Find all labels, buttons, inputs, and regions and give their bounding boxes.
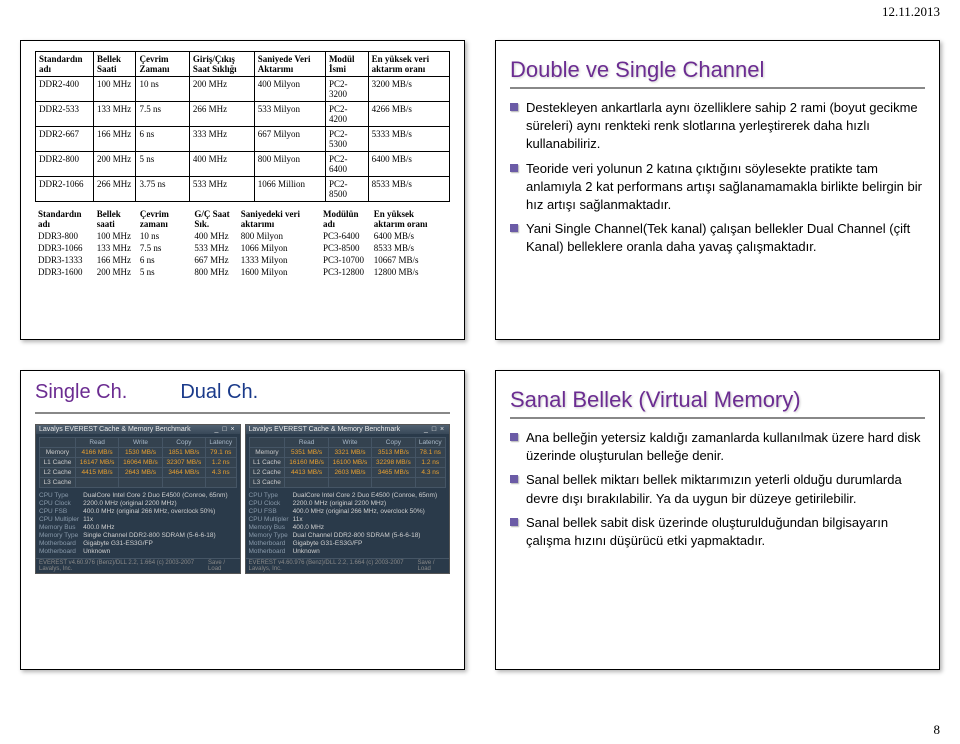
everest-screenshots: Lavalys EVEREST Cache & Memory Benchmark… [35,424,450,574]
maximize-icon[interactable]: □ [430,426,438,433]
maximize-icon[interactable]: □ [221,426,229,433]
bullet-item: Sanal bellek miktarı bellek miktarımızın… [510,471,925,507]
table-header-row: Standardın adıBellek saatiÇevrim zamanıG… [35,208,450,230]
single-ch-label: Single Ch. [35,381,127,403]
ddr2-table: Standardın adı Bellek Saati Çevrim Zaman… [35,51,450,202]
page-number: 8 [934,722,941,738]
table-row: DDR2-1066266 MHz3.75 ns533 MHz1066 Milli… [36,177,450,202]
table-row: DDR2-667166 MHz6 ns333 MHz667 MilyonPC2-… [36,127,450,152]
bullet-item: Teoride veri yolunun 2 katına çıktığını … [510,160,925,215]
cache-table-single: ReadWriteCopyLatency Memory4166 MB/s1530… [39,437,237,488]
bullet-item: Ana belleğin yetersiz kaldığı zamanlarda… [510,429,925,465]
table-row: DDR3-1066133 MHz7.5 ns533 MHz1066 Milyon… [35,242,450,254]
slide-memory-tables: Standardın adı Bellek Saati Çevrim Zaman… [20,40,465,340]
bullet-list: Destekleyen ankartlarla aynı özelliklere… [510,99,925,257]
dual-ch-label: Dual Ch. [180,381,258,403]
bullet-item: Sanal bellek sabit disk üzerinde oluştur… [510,514,925,550]
window-titlebar: Lavalys EVEREST Cache & Memory Benchmark… [36,425,240,434]
window-controls: _□× [213,426,237,433]
page-date: 12.11.2013 [882,4,940,20]
window-title-text: Lavalys EVEREST Cache & Memory Benchmark [249,426,401,433]
table-row: DDR2-400100 MHz10 ns200 MHz400 MilyonPC2… [36,77,450,102]
cache-table-dual: ReadWriteCopyLatency Memory5351 MB/s3321… [249,437,447,488]
footer-text: EVEREST v4.60.976 (Benz)/DLL 2.2, 1.664 … [39,560,208,572]
window-titlebar: Lavalys EVEREST Cache & Memory Benchmark… [246,425,450,434]
channel-titles: Single Ch. Dual Ch. [35,381,450,404]
th: Modül İsmi [325,52,368,77]
bullet-item: Yani Single Channel(Tek kanal) çalışan b… [510,220,925,256]
th: Standardın adı [36,52,94,77]
close-icon[interactable]: × [438,426,446,433]
table-row: DDR2-533133 MHz7.5 ns266 MHz533 MilyonPC… [36,102,450,127]
save-load-button[interactable]: Save / Load [418,560,446,572]
th: Bellek Saati [94,52,136,77]
save-load-button[interactable]: Save / Load [208,560,236,572]
th: Çevrim Zamanı [136,52,189,77]
bullet-list: Ana belleğin yetersiz kaldığı zamanlarda… [510,429,925,550]
th: Saniyede Veri Aktarımı [254,52,325,77]
everest-footer: EVEREST v4.60.976 (Benz)/DLL 2.2, 1.664 … [246,558,450,573]
title-underline [510,87,925,89]
th: En yüksek veri aktarım oranı [368,52,449,77]
title-underline [510,417,925,419]
table-row: DDR3-800100 MHz10 ns400 MHz800 MilyonPC3… [35,230,450,242]
ddr3-table: Standardın adıBellek saatiÇevrim zamanıG… [35,208,450,278]
minimize-icon[interactable]: _ [422,426,430,433]
th: Giriş/Çıkış Saat Sıklığı [189,52,254,77]
table-header-row: Standardın adı Bellek Saati Çevrim Zaman… [36,52,450,77]
minimize-icon[interactable]: _ [213,426,221,433]
window-controls: _□× [422,426,446,433]
title-underline [35,412,450,414]
slide-channel-benchmark: Single Ch. Dual Ch. Lavalys EVEREST Cach… [20,370,465,670]
slide-virtual-memory: Sanal Bellek (Virtual Memory) Ana belleğ… [495,370,940,670]
info-grid-single: CPU TypeDualCore Intel Core 2 Duo E4500 … [39,492,237,555]
slide-double-single-channel: Double ve Single Channel Destekleyen ank… [495,40,940,340]
window-title-text: Lavalys EVEREST Cache & Memory Benchmark [39,426,191,433]
slides-grid: Standardın adı Bellek Saati Çevrim Zaman… [20,40,940,670]
everest-dual-window: Lavalys EVEREST Cache & Memory Benchmark… [245,424,451,574]
bullet-item: Destekleyen ankartlarla aynı özelliklere… [510,99,925,154]
table-row: DDR3-1600200 MHz5 ns800 MHz1600 MilyonPC… [35,266,450,278]
everest-single-window: Lavalys EVEREST Cache & Memory Benchmark… [35,424,241,574]
footer-text: EVEREST v4.60.976 (Benz)/DLL 2.2, 1.664 … [249,560,418,572]
table-row: DDR2-800200 MHz5 ns400 MHz800 MilyonPC2-… [36,152,450,177]
info-grid-dual: CPU TypeDualCore Intel Core 2 Duo E4500 … [249,492,447,555]
slide-title: Double ve Single Channel [510,57,925,83]
slide-title: Sanal Bellek (Virtual Memory) [510,387,925,413]
everest-footer: EVEREST v4.60.976 (Benz)/DLL 2.2, 1.664 … [36,558,240,573]
close-icon[interactable]: × [229,426,237,433]
table-row: DDR3-1333166 MHz6 ns667 MHz1333 MilyonPC… [35,254,450,266]
